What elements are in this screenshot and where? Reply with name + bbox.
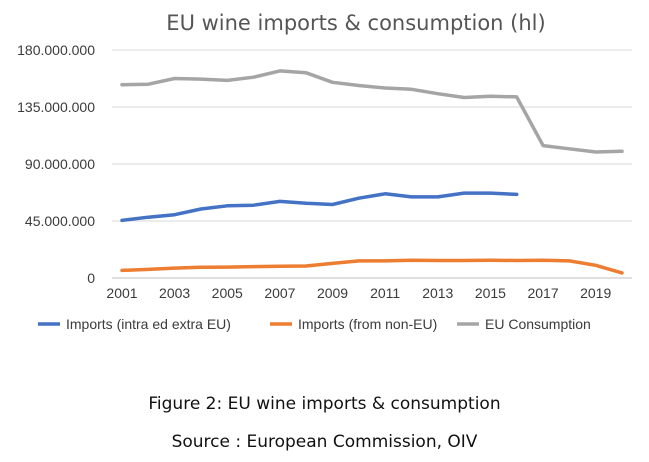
grid-lines — [112, 49, 632, 279]
x-tick-label: 2019 — [580, 285, 611, 301]
line-chart: EU wine imports & consumption (hl) 0 45.0… — [17, 11, 632, 332]
x-tick-label: 2005 — [212, 285, 243, 301]
y-tick-label: 45.000.000 — [25, 213, 95, 229]
figure-caption: Figure 2: EU wine imports & consumption — [148, 394, 501, 414]
x-tick-label: 2013 — [422, 285, 453, 301]
x-tick-label: 2011 — [370, 285, 400, 301]
y-tick-label: 90.000.000 — [25, 156, 95, 172]
legend-label: EU Consumption — [485, 316, 591, 332]
y-tick-label: 180.000.000 — [17, 42, 95, 58]
series-line-eu-consumption — [120, 69, 624, 154]
x-tick-label: 2015 — [475, 285, 506, 301]
y-tick-label: 0 — [87, 270, 95, 286]
x-axis-tick-labels: 2001 2003 2005 2007 2009 2011 2013 2015 2017 2019 — [106, 285, 611, 301]
series-line-imports-intra-ed-extra-eu — [120, 191, 519, 223]
legend-label: Imports (from non-EU) — [298, 316, 437, 332]
x-tick-label: 2017 — [527, 285, 558, 301]
x-tick-label: 2001 — [106, 285, 137, 301]
x-tick-label: 2007 — [264, 285, 295, 301]
figure-source: Source : European Commission, OIV — [171, 432, 478, 452]
x-tick-label: 2003 — [159, 285, 190, 301]
y-axis-tick-labels: 0 45.000.000 90.000.000 135.000.000 180.000.… — [17, 42, 95, 286]
legend: Imports (intra ed extra EU) Imports (from… — [38, 316, 591, 332]
x-tick-label: 2009 — [317, 285, 348, 301]
legend-label: Imports (intra ed extra EU) — [66, 316, 231, 332]
series-line-imports-from-non-eu — [120, 258, 624, 275]
y-tick-label: 135.000.000 — [17, 99, 95, 115]
series-lines — [120, 69, 624, 275]
chart-title: EU wine imports & consumption (hl) — [166, 11, 545, 35]
